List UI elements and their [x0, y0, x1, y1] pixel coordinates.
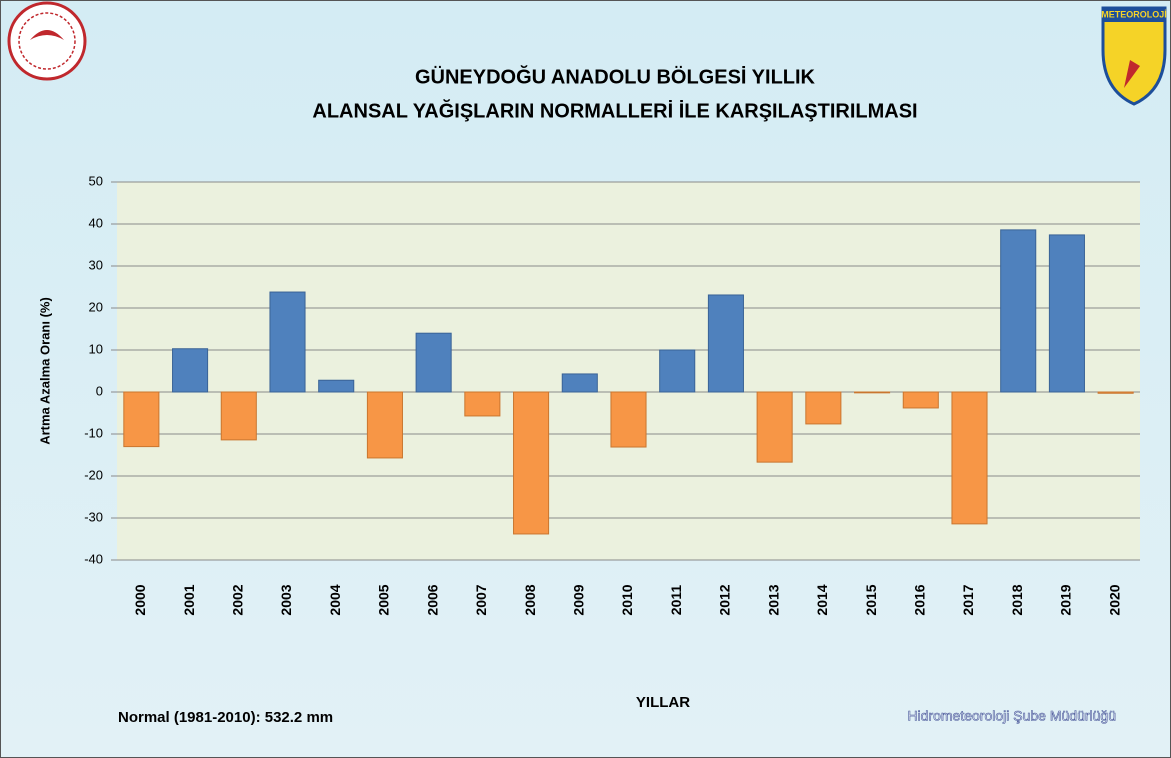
bar [319, 380, 354, 392]
chart: METEOROLOJİ GÜNEYDOĞU ANADOLU BÖLGESİ YI… [0, 0, 1171, 758]
y-axis-title: Artma Azalma Oranı (%) [37, 297, 52, 445]
x-tick-label: 2014 [814, 584, 830, 615]
x-tick-label: 2000 [132, 584, 148, 615]
bar [806, 392, 841, 424]
x-tick-label: 2001 [181, 584, 197, 615]
bar [903, 392, 938, 408]
left-logo [9, 3, 85, 79]
x-tick-label: 2008 [522, 584, 538, 615]
y-tick-label: 10 [89, 341, 103, 356]
bar [221, 392, 256, 440]
y-tick-label: 40 [89, 215, 103, 230]
bar [416, 333, 451, 392]
x-tick-label: 2009 [570, 584, 586, 615]
x-tick-label: 2017 [960, 584, 976, 615]
bar [465, 392, 500, 416]
x-tick-label: 2004 [327, 584, 343, 615]
x-tick-label: 2003 [278, 584, 294, 615]
bar [1001, 230, 1036, 392]
bar [611, 392, 646, 447]
y-tick-label: -10 [84, 425, 103, 440]
bar [1098, 392, 1133, 393]
y-tick-label: 0 [96, 383, 103, 398]
x-tick-label: 2016 [911, 584, 927, 615]
x-tick-label: 2006 [424, 584, 440, 615]
x-tick-label: 2015 [863, 584, 879, 615]
y-tick-label: -20 [84, 467, 103, 482]
y-tick-label: 50 [89, 173, 103, 188]
bar [855, 392, 890, 393]
bar [514, 392, 549, 534]
x-tick-label: 2013 [765, 584, 781, 615]
bar [952, 392, 987, 524]
x-tick-label: 2018 [1009, 584, 1025, 615]
y-tick-label: -40 [84, 551, 103, 566]
x-axis-title: YILLAR [636, 694, 690, 711]
x-tick-label: 2005 [376, 584, 392, 615]
bar [1049, 235, 1084, 392]
bar [367, 392, 402, 458]
x-tick-label: 2010 [619, 584, 635, 615]
credit: Hidrometeoroloji Şube Müdürlüğü [907, 708, 1116, 724]
x-tick-label: 2020 [1106, 584, 1122, 615]
bar [708, 295, 743, 392]
bar [660, 350, 695, 392]
x-tick-label: 2012 [717, 584, 733, 615]
bar [562, 374, 597, 392]
y-tick-label: 30 [89, 257, 103, 272]
bar [173, 349, 208, 392]
y-tick-label: 20 [89, 299, 103, 314]
x-tick-label: 2019 [1058, 584, 1074, 615]
bar [757, 392, 792, 462]
x-tick-label: 2011 [668, 585, 684, 616]
chart-subtitle: ALANSAL YAĞIŞLARIN NORMALLERİ İLE KARŞIL… [312, 98, 917, 122]
note: Normal (1981-2010): 532.2 mm [118, 709, 333, 726]
chart-title: GÜNEYDOĞU ANADOLU BÖLGESİ YILLIK [415, 64, 816, 88]
y-tick-label: -30 [84, 509, 103, 524]
x-tick-label: 2007 [473, 584, 489, 615]
x-tick-label: 2002 [229, 584, 245, 615]
bar [124, 392, 159, 447]
bar [270, 292, 305, 392]
logo-text: METEOROLOJİ [1101, 9, 1167, 19]
